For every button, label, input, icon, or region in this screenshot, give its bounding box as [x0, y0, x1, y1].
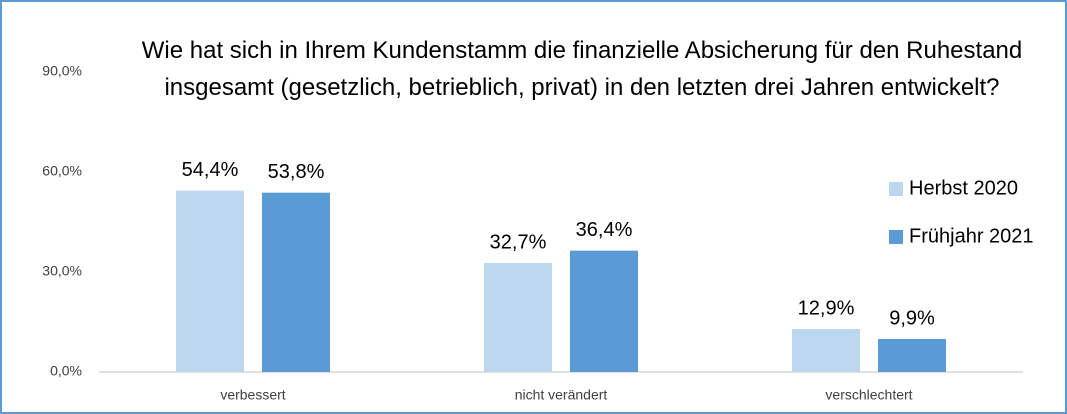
bar [262, 192, 330, 372]
x-tick-label: nicht verändert [515, 387, 608, 403]
data-label: 32,7% [490, 231, 547, 253]
bar [878, 339, 946, 372]
legend-swatch [889, 230, 903, 244]
y-tick-label: 0,0% [50, 363, 82, 379]
legend-label: Herbst 2020 [909, 177, 1018, 199]
data-label: 54,4% [182, 159, 239, 181]
data-label: 36,4% [576, 219, 633, 241]
legend-label: Frühjahr 2021 [909, 225, 1034, 247]
data-label: 53,8% [268, 161, 325, 183]
chart-title: Wie hat sich in Ihrem Kundenstamm die fi… [141, 37, 1023, 101]
y-tick-label: 30,0% [42, 263, 82, 279]
data-label: 9,9% [889, 307, 935, 329]
bar [176, 190, 244, 372]
legend-swatch [889, 182, 903, 196]
y-tick-label: 90,0% [42, 63, 82, 79]
bar [792, 329, 860, 372]
bar [570, 250, 638, 372]
x-tick-label: verschlechtert [825, 387, 912, 403]
data-label: 12,9% [798, 297, 855, 319]
y-tick-label: 60,0% [42, 163, 82, 179]
bar [484, 263, 552, 372]
x-tick-label: verbessert [220, 387, 285, 403]
